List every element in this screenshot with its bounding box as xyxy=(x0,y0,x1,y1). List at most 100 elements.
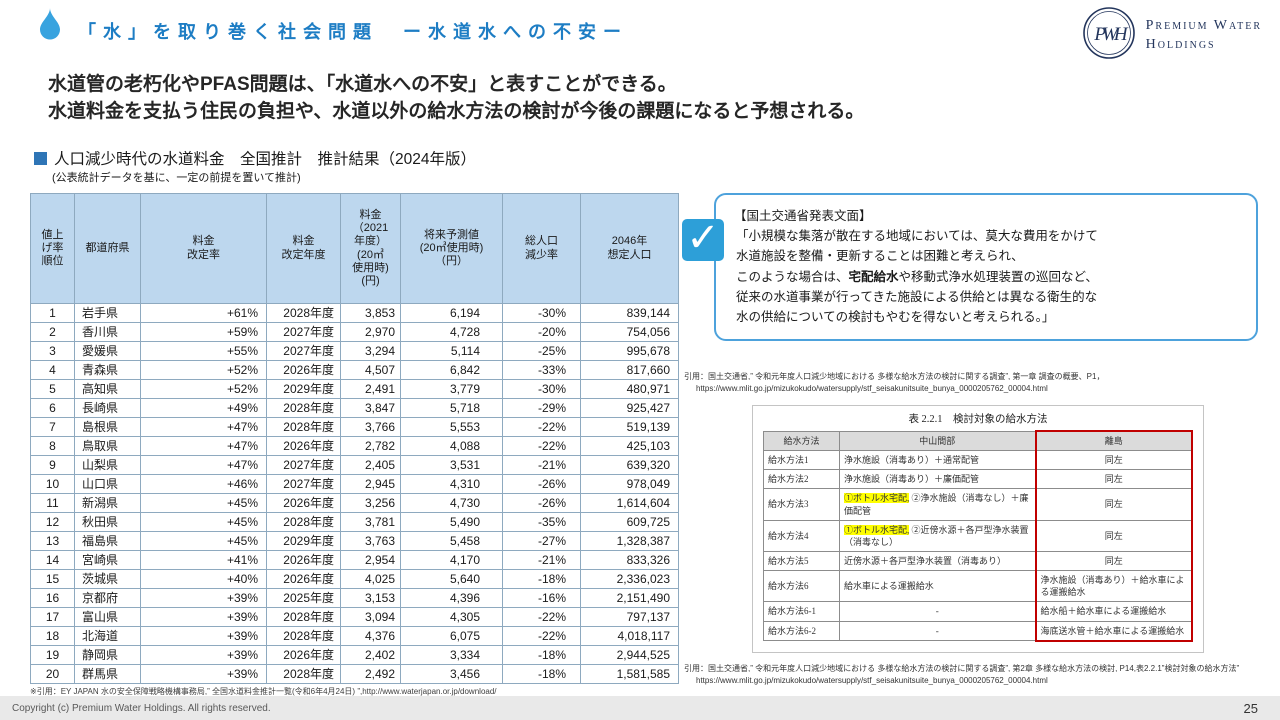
table-cell: -25% xyxy=(502,341,581,361)
table-cell: +39% xyxy=(140,607,267,627)
table-cell: 秋田県 xyxy=(74,512,141,532)
method-table-row: 給水方法6-1- 給水船＋給水車による運搬給水 xyxy=(763,601,1193,622)
table-cell: 富山県 xyxy=(74,607,141,627)
column-header: 料金 改定率 xyxy=(140,193,267,304)
table-cell: 長崎県 xyxy=(74,398,141,418)
table-cell: 5,114 xyxy=(400,341,503,361)
table-cell: -21% xyxy=(502,455,581,475)
table-cell: 480,971 xyxy=(580,379,679,399)
method-table-cell: 同左 xyxy=(1034,488,1193,521)
table-row: 6 長崎県 +49% 2028年度 3,847 5,718 -29% 925,427 xyxy=(30,398,679,418)
table-cell: 3,531 xyxy=(400,455,503,475)
table-cell: +59% xyxy=(140,322,267,342)
table-cell: -26% xyxy=(502,493,581,513)
table-cell: 鳥取県 xyxy=(74,436,141,456)
slide-title: 「水」を取り巻く社会問題 ー水道水への不安ー xyxy=(78,22,628,42)
method-table-cell: 浄水施設（消毒あり）＋廉価配管 xyxy=(839,469,1036,490)
table-cell: +55% xyxy=(140,341,267,361)
table-cell: 2,944,525 xyxy=(580,645,679,665)
column-header: 値上 げ率 順位 xyxy=(30,193,75,304)
column-header: 料金 （2021 年度） (20㎥ 使用時) (円) xyxy=(340,193,401,304)
table-cell: 3,456 xyxy=(400,664,503,684)
table-cell: +52% xyxy=(140,360,267,380)
method-table-cell: 浄水施設（消毒あり）＋通常配管 xyxy=(839,450,1036,471)
table-cell: 茨城県 xyxy=(74,569,141,589)
table-cell: 2,491 xyxy=(340,379,401,399)
method-header-row: 給水方法 中山間部 離島 xyxy=(763,430,1193,452)
table-cell: 2,970 xyxy=(340,322,401,342)
table-cell: -22% xyxy=(502,436,581,456)
table-cell: 3 xyxy=(30,341,75,361)
table-cell: 北海道 xyxy=(74,626,141,646)
table-cell: 12 xyxy=(30,512,75,532)
table-cell: 1,614,604 xyxy=(580,493,679,513)
column-header: 料金 改定年度 xyxy=(266,193,341,304)
table-cell: 3,766 xyxy=(340,417,401,437)
citation-1: 引用：国土交通省,” 令和元年度人口減少地域における 多様な給水方法の検討に関す… xyxy=(684,371,1258,395)
table-cell: 6,194 xyxy=(400,303,503,323)
table-cell: 5,718 xyxy=(400,398,503,418)
table-cell: 7 xyxy=(30,417,75,437)
table-cell: 18 xyxy=(30,626,75,646)
table-cell: 4,025 xyxy=(340,569,401,589)
table-cell: -29% xyxy=(502,398,581,418)
table-cell: 6 xyxy=(30,398,75,418)
method-table-cell: 給水方法6-1 xyxy=(763,601,840,622)
callout-text-pre: 「小規模な集落が散在する地域においては、莫大な費用をかけて 水道施設を整備・更新… xyxy=(736,229,1098,284)
method-table-cell: 同左 xyxy=(1034,469,1193,490)
table-cell: 925,427 xyxy=(580,398,679,418)
column-header: 2046年 想定人口 xyxy=(580,193,679,304)
table-cell: +47% xyxy=(140,436,267,456)
table-cell: 2028年度 xyxy=(266,607,341,627)
table-cell: 山梨県 xyxy=(74,455,141,475)
table-row: 4 青森県 +52% 2026年度 4,507 6,842 -33% 817,660 xyxy=(30,360,679,380)
company-name: Premium Water Holdings xyxy=(1146,17,1262,55)
table-row: 16 京都府 +39% 2025年度 3,153 4,396 -16% 2,151,490 xyxy=(30,588,679,608)
method-table-row: 給水方法5 近傍水源＋各戸型浄水装置（消毒あり） 同左 xyxy=(763,550,1193,572)
table-cell: 797,137 xyxy=(580,607,679,627)
table-cell: 1 xyxy=(30,303,75,323)
citation-2-url[interactable]: https://www.mlit.go.jp/mizukokudo/waters… xyxy=(696,675,1048,685)
table-cell: 10 xyxy=(30,474,75,494)
table-cell: 4,728 xyxy=(400,322,503,342)
table-cell: 2028年度 xyxy=(266,417,341,437)
figure-title: 表 2.2.1 検討対象の給水方法 xyxy=(908,414,1048,425)
citation-2-text: 引用：国土交通省,” 令和元年度人口減少地域における 多様な給水方法の検討に関す… xyxy=(684,663,1240,673)
table-cell: +45% xyxy=(140,493,267,513)
method-table-cell: 給水方法6-2 xyxy=(763,620,840,642)
table-cell: 3,256 xyxy=(340,493,401,513)
table-cell: +39% xyxy=(140,645,267,665)
method-column-header: 離島 xyxy=(1034,430,1193,452)
table-cell: +52% xyxy=(140,379,267,399)
table-row: 14 宮崎県 +41% 2026年度 2,954 4,170 -21% 833,326 xyxy=(30,550,679,570)
water-fee-estimate-table: 値上 げ率 順位 都道府県 料金 改定率 料金 改定年度 料金 （2021 年度） (2… xyxy=(30,193,679,684)
table-cell: 2026年度 xyxy=(266,493,341,513)
table-cell: 2026年度 xyxy=(266,360,341,380)
table-cell: -22% xyxy=(502,607,581,627)
table-cell: -26% xyxy=(502,474,581,494)
table-cell: 新潟県 xyxy=(74,493,141,513)
method-table-cell: ①ボトル水宅配, ②浄水施設（消毒なし）＋廉価配管 xyxy=(839,488,1036,521)
table-cell: -18% xyxy=(502,645,581,665)
table-cell: 群馬県 xyxy=(74,664,141,684)
column-header: 都道府県 xyxy=(74,193,141,304)
table-cell: +46% xyxy=(140,474,267,494)
table-cell: 19 xyxy=(30,645,75,665)
table-cell: 1,328,387 xyxy=(580,531,679,551)
table-cell: 13 xyxy=(30,531,75,551)
method-table-cell: 同左 xyxy=(1034,519,1193,552)
table-row: 17 富山県 +39% 2028年度 3,094 4,305 -22% 797,137 xyxy=(30,607,679,627)
table-row: 1 岩手県 +61% 2028年度 3,853 6,194 -30% 839,144 xyxy=(30,303,679,323)
table-cell: 16 xyxy=(30,588,75,608)
page-number: 25 xyxy=(1243,700,1258,716)
table-cell: -20% xyxy=(502,322,581,342)
citation-1-url[interactable]: https://www.mlit.go.jp/mizukokudo/waters… xyxy=(696,384,1048,393)
table-row: 2 香川県 +59% 2027年度 2,970 4,728 -20% 754,056 xyxy=(30,322,679,342)
table-cell: -22% xyxy=(502,626,581,646)
table-cell: 2,402 xyxy=(340,645,401,665)
table-cell: 5,490 xyxy=(400,512,503,532)
method-table-cell: 同左 xyxy=(1034,450,1193,471)
table-cell: 609,725 xyxy=(580,512,679,532)
table-cell: 2029年度 xyxy=(266,531,341,551)
table-cell: 3,153 xyxy=(340,588,401,608)
